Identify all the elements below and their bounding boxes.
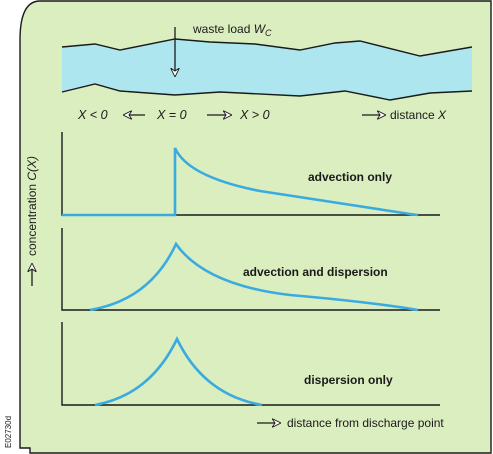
river-channel — [62, 39, 472, 100]
panel-advection-dispersion: advection and dispersion — [61, 228, 440, 312]
river-south-bank — [61, 83, 473, 101]
panel-1-label: advection only — [308, 170, 392, 184]
panel-dispersion-only: dispersion only — [61, 322, 440, 407]
waste-load-label: waste load WC — [192, 22, 272, 38]
panel-1-curve — [62, 147, 419, 217]
panel-3-axes — [61, 322, 440, 406]
river-north-bank — [61, 38, 473, 57]
origin-label: X = 0 — [156, 108, 187, 122]
upstream-label: X < 0 — [77, 108, 108, 122]
panel-2-label: advection and dispersion — [243, 265, 388, 279]
panel-2-curve — [89, 241, 419, 312]
y-axis-caption: concentration C(X) — [25, 156, 39, 286]
panel-3-curve — [94, 336, 263, 407]
background-panel — [19, 0, 492, 454]
figure-code: E02730d — [4, 416, 13, 448]
panel-3-label: dispersion only — [304, 373, 393, 387]
distance-label: distance X — [390, 108, 447, 122]
y-axis-label: concentration C(X) — [25, 156, 39, 256]
panel-2-axes — [61, 228, 440, 311]
downstream-label: X > 0 — [239, 108, 270, 122]
panel-advection-only: advection only — [61, 132, 440, 217]
x-axis-label: distance from discharge point — [287, 416, 444, 430]
